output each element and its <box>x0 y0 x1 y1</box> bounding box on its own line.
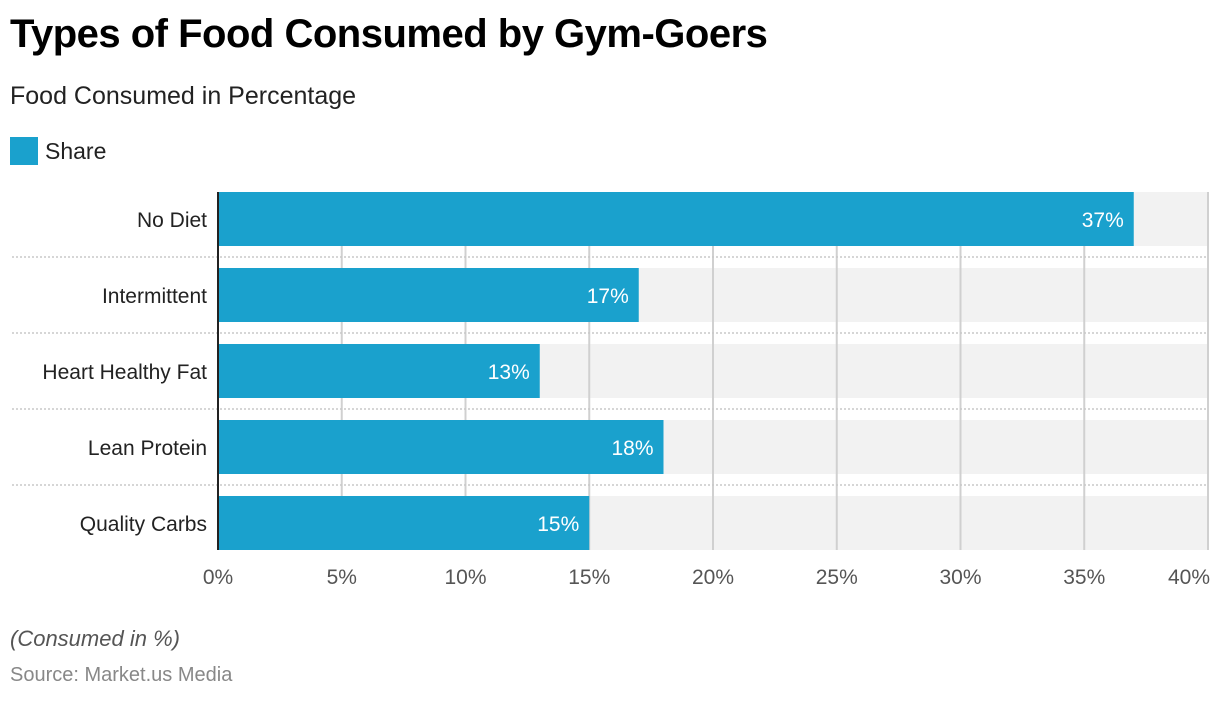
value-label: 15% <box>537 513 579 536</box>
x-tick-label: 0% <box>203 566 233 589</box>
chart-note: (Consumed in %) <box>10 626 180 651</box>
gridlines <box>340 192 1209 550</box>
chart-source: Source: Market.us Media <box>10 664 233 686</box>
bar <box>218 268 639 322</box>
bar <box>218 496 590 550</box>
category-label: Lean Protein <box>88 437 207 460</box>
bar <box>218 420 664 474</box>
category-labels: No Diet Intermittent Heart Healthy Fat Lean… <box>42 209 207 536</box>
value-labels: 37% 17% 13% 18% 15% <box>488 209 1124 536</box>
bars <box>218 192 1134 550</box>
category-label: Quality Carbs <box>80 513 207 536</box>
legend: Share <box>10 137 106 165</box>
chart-title: Types of Food Consumed by Gym-Goers <box>10 12 768 56</box>
value-label: 18% <box>611 437 653 460</box>
category-label: Intermittent <box>102 285 207 308</box>
x-tick-label: 10% <box>444 566 486 589</box>
x-tick-label: 5% <box>327 566 357 589</box>
legend-swatch-share <box>10 137 38 165</box>
category-label: No Diet <box>137 209 207 232</box>
bar <box>218 192 1134 246</box>
row-separators <box>12 256 1208 486</box>
value-label: 37% <box>1082 209 1124 232</box>
value-label: 13% <box>488 361 530 384</box>
bar <box>218 344 540 398</box>
x-tick-label: 40% <box>1168 566 1210 589</box>
legend-label-share: Share <box>45 137 107 164</box>
x-tick-label: 15% <box>568 566 610 589</box>
x-tick-label: 20% <box>692 566 734 589</box>
x-tick-label: 35% <box>1063 566 1105 589</box>
value-label: 17% <box>587 285 629 308</box>
x-tick-label: 25% <box>816 566 858 589</box>
x-tick-label: 30% <box>939 566 981 589</box>
chart-subtitle: Food Consumed in Percentage <box>10 82 357 110</box>
x-tick-labels: 0% 5% 10% 15% 20% 25% 30% 35% 40% <box>203 566 1210 589</box>
category-label: Heart Healthy Fat <box>42 361 207 384</box>
